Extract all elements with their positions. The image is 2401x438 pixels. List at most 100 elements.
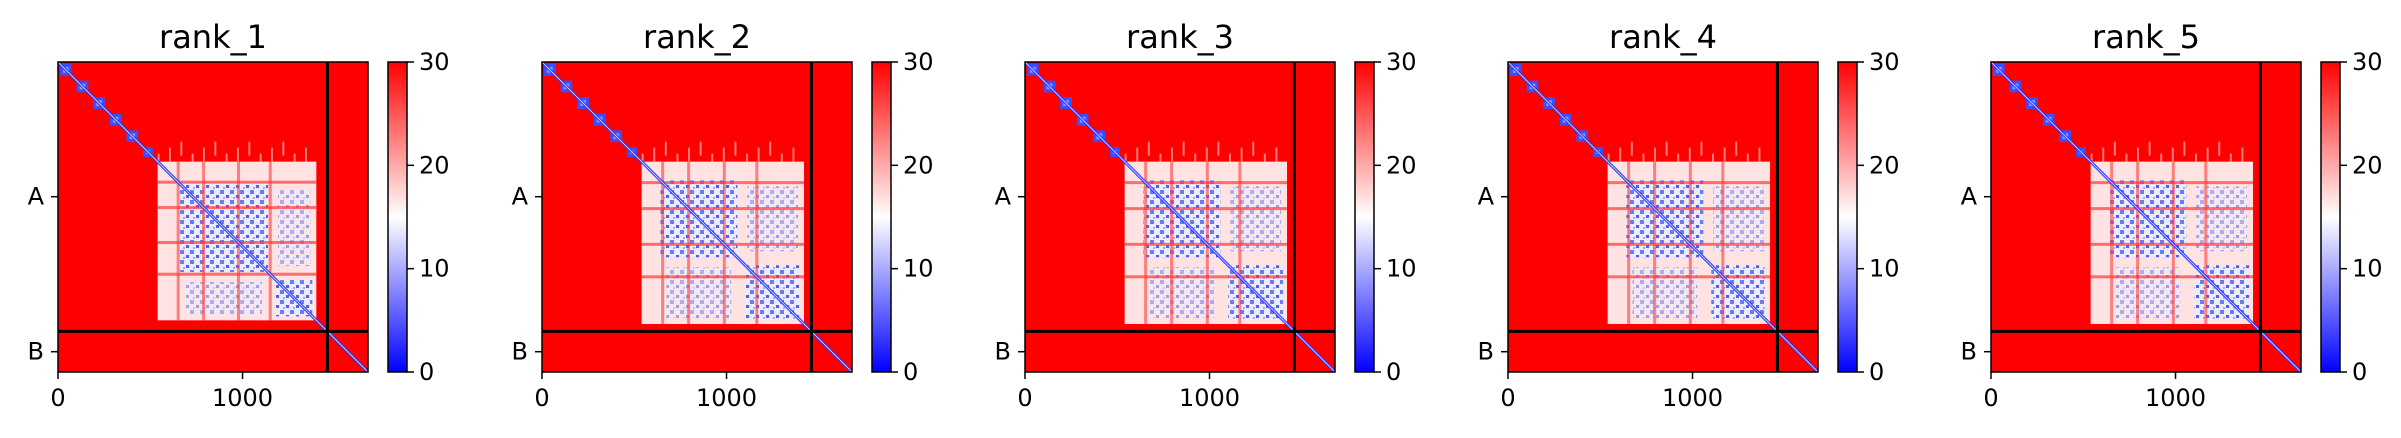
off-diagonal-block [278,190,311,267]
heatmap-streak [2171,147,2174,162]
heatmap-streak [1654,147,1657,162]
colorbar-tick-label: 0 [903,358,918,386]
heatmap-streak [1630,141,1633,156]
heatmap-streak [1688,147,1691,162]
heatmap-stripe [1238,161,1242,325]
colorbar-tick-label: 30 [1386,48,1417,76]
heatmap-streak [2160,153,2163,168]
heatmap-streak [202,147,205,162]
heatmap-streak [664,141,667,156]
heatmap-streak [191,153,194,168]
plot-frame [541,61,853,373]
heatmap-streak [1252,141,1255,156]
heatmap-stripe [2090,275,2254,279]
heatmap-streak [225,153,228,168]
heatmap-streak [2218,141,2221,156]
off-diagonal-block [2115,267,2181,319]
heatmap-streak [2137,147,2140,162]
heatmap-streak [757,147,760,162]
heatmap-streak [259,153,262,168]
heatmap-cells [1025,62,1335,372]
heatmap-streak [2229,153,2232,168]
colorbar [1837,61,1858,373]
colorbar-tick-label: 20 [1869,151,1900,179]
heatmap-streak [270,147,273,162]
off-diagonal-block [1149,267,1215,319]
heatmap-stripe [157,206,317,210]
off-diagonal-block [1713,186,1765,252]
heatmap-stripe [641,275,805,279]
heatmap-streak [168,147,171,162]
heatmap-streak [1746,153,1749,168]
colorbar-tick-label: 10 [1386,255,1417,283]
plot-frame [1024,61,1336,373]
heatmap-streak [769,141,772,156]
panel-title: rank_3 [1126,18,1234,56]
y-tick-label: B [1478,338,1494,366]
heatmap-streak [304,147,307,162]
off-diagonal-block [186,282,263,315]
diagonal-line-highlight [58,62,368,372]
heatmap-streak [1735,141,1738,156]
heatmap-streak [2113,141,2116,156]
off-diagonal-block [1230,186,1282,252]
colorbar-tick-label: 30 [1869,48,1900,76]
heatmap-streak [1712,153,1715,168]
heatmap-stripe [755,161,759,325]
x-tick-label: 1000 [212,384,273,412]
heatmap-streak [1665,141,1668,156]
heatmap-streak [2241,147,2244,162]
x-tick-label: 0 [50,384,65,412]
heatmap-streak [1642,153,1645,168]
x-tick-label: 0 [534,384,549,412]
colorbar [871,61,892,373]
heatmap-streak [1758,147,1761,162]
heatmap-stripe [157,272,317,276]
y-tick-label: A [995,183,1012,211]
y-tick-label: B [28,338,44,366]
heatmap-cells [542,62,852,372]
diagonal-line-highlight [1991,62,2301,372]
colorbar-tick-label: 30 [2352,48,2383,76]
colorbar-tick-label: 20 [1386,151,1417,179]
heatmap-streak [214,141,217,156]
colorbar [2320,61,2341,373]
y-tick-label: B [995,338,1011,366]
heatmap-streak [1240,147,1243,162]
heatmap-streak [293,153,296,168]
heatmap-streak [1147,141,1150,156]
colorbar-tick-label: 30 [419,48,450,76]
colorbar-tick-label: 0 [419,358,434,386]
colorbar-tick-label: 10 [419,255,450,283]
panel-title: rank_4 [1609,18,1717,56]
x-tick-label: 0 [1983,384,1998,412]
panel-title: rank_1 [159,18,267,56]
heatmap-streak [180,141,183,156]
heatmap-streak [746,153,749,168]
colorbar [387,61,408,373]
y-tick-label: B [512,338,528,366]
colorbar-tick-label: 0 [1869,358,1884,386]
x-tick-label: 1000 [1662,384,1723,412]
x-tick-label: 1000 [1179,384,1240,412]
panel-title: rank_2 [643,18,751,56]
x-tick-label: 1000 [2145,384,2206,412]
x-tick-label: 0 [1500,384,1515,412]
off-diagonal-block [666,267,732,319]
heatmap-streak [1136,147,1139,162]
heatmap-streak [734,141,737,156]
y-tick-label: A [1478,183,1495,211]
colorbar-tick-label: 30 [903,48,934,76]
heatmap-stripe [1607,181,1771,185]
heatmap-streak [2148,141,2151,156]
heatmap-streak [1723,147,1726,162]
heatmap-streak [1182,141,1185,156]
heatmap-cells [58,62,368,372]
colorbar [1354,61,1375,373]
heatmap-stripe [1124,181,1288,185]
colorbar-tick-label: 0 [1386,358,1401,386]
heatmap-stripe [2204,161,2208,325]
